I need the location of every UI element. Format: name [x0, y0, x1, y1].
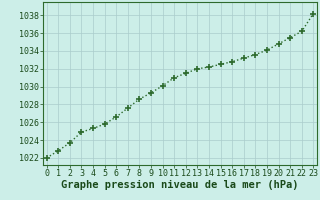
X-axis label: Graphe pression niveau de la mer (hPa): Graphe pression niveau de la mer (hPa): [61, 180, 299, 190]
